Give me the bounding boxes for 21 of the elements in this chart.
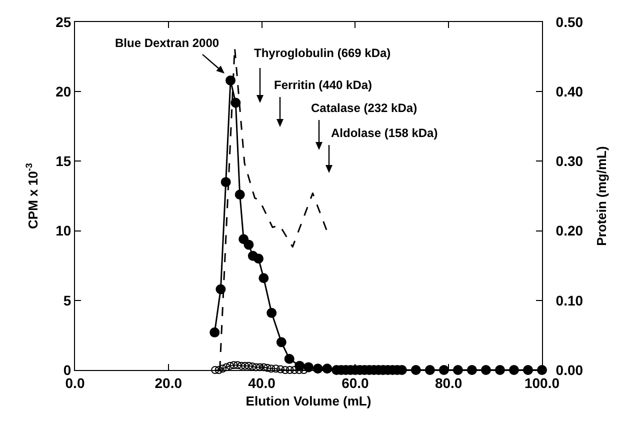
x-tick-label: 20.0 [154, 374, 182, 391]
x-tick-label: 80.0 [434, 374, 462, 391]
y2-axis-title: Protein (mg/mL) [594, 146, 609, 246]
y-tick-label: 20 [56, 84, 72, 100]
annotation: Thyroglobulin (669 kDa) [254, 46, 391, 60]
annotation: Ferritin (440 kDa) [274, 78, 372, 92]
x-tick-label: 40.0 [248, 374, 276, 391]
y-tick-label: 5 [63, 292, 72, 308]
y-tick-label: 25 [56, 14, 72, 30]
annotation: Aldolase (158 kDa) [331, 126, 438, 140]
y2-tick-label: 0.40 [556, 84, 584, 100]
annotation: Blue Dextran 2000 [115, 36, 220, 50]
annotation: Catalase (232 kDa) [311, 101, 418, 115]
y2-tick-label: 0.30 [556, 153, 584, 170]
y2-tick-label: 0.50 [556, 14, 584, 30]
y2-tick-label: 0.20 [556, 222, 584, 239]
x-axis-title: Elution Volume (mL) [246, 393, 372, 408]
y-tick-label: 15 [56, 153, 72, 170]
y-tick-label: 10 [56, 222, 72, 239]
x-tick-label: 60.0 [342, 374, 370, 391]
y2-tick-label: 0.10 [556, 292, 584, 308]
